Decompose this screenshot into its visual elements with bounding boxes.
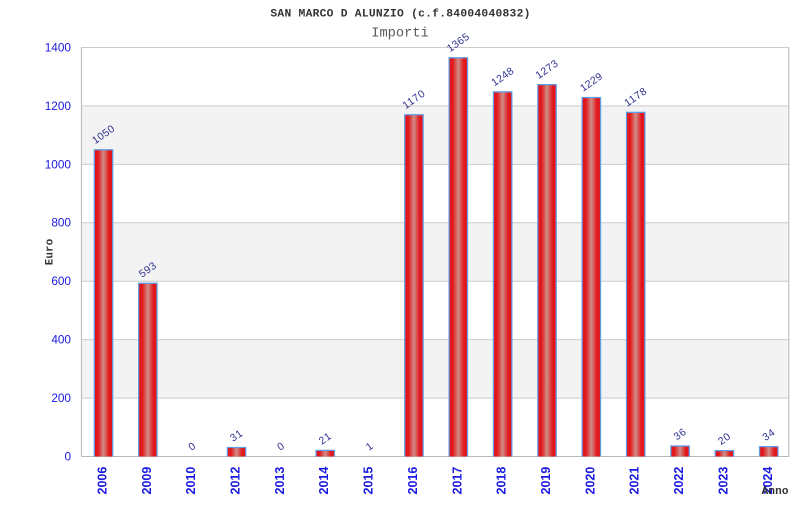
svg-text:36: 36	[672, 426, 689, 443]
svg-text:800: 800	[51, 216, 71, 230]
svg-text:1400: 1400	[45, 40, 72, 54]
svg-text:2015: 2015	[362, 467, 376, 495]
svg-text:2023: 2023	[716, 467, 730, 495]
svg-text:1000: 1000	[45, 157, 72, 171]
svg-text:2016: 2016	[406, 467, 420, 495]
svg-text:SAN MARCO D ALUNZIO (c.f.84004: SAN MARCO D ALUNZIO (c.f.84004040832)	[270, 9, 530, 21]
svg-text:2010: 2010	[184, 467, 198, 495]
svg-text:0: 0	[186, 440, 198, 453]
svg-text:Importi: Importi	[371, 27, 429, 42]
svg-text:2022: 2022	[672, 467, 686, 495]
svg-text:20: 20	[716, 431, 733, 448]
svg-text:0: 0	[275, 440, 287, 453]
svg-text:2012: 2012	[229, 467, 243, 495]
svg-text:2020: 2020	[583, 467, 597, 495]
svg-text:2019: 2019	[539, 467, 553, 495]
svg-text:34: 34	[760, 427, 777, 444]
svg-text:31: 31	[228, 428, 245, 445]
svg-text:21: 21	[317, 430, 334, 447]
svg-text:200: 200	[51, 391, 71, 405]
svg-text:2018: 2018	[495, 467, 509, 495]
svg-text:600: 600	[51, 274, 71, 288]
svg-text:2006: 2006	[96, 467, 110, 495]
svg-text:2017: 2017	[450, 467, 464, 495]
svg-text:Euro: Euro	[45, 238, 57, 265]
svg-text:2014: 2014	[317, 467, 331, 495]
svg-text:2009: 2009	[140, 467, 154, 495]
svg-text:2024: 2024	[761, 467, 775, 495]
svg-text:2013: 2013	[273, 467, 287, 495]
svg-text:1200: 1200	[45, 99, 72, 113]
svg-text:Anno: Anno	[762, 486, 789, 498]
svg-text:2021: 2021	[628, 467, 642, 495]
svg-text:400: 400	[51, 333, 71, 347]
svg-text:0: 0	[64, 449, 71, 463]
svg-text:1: 1	[364, 440, 376, 453]
